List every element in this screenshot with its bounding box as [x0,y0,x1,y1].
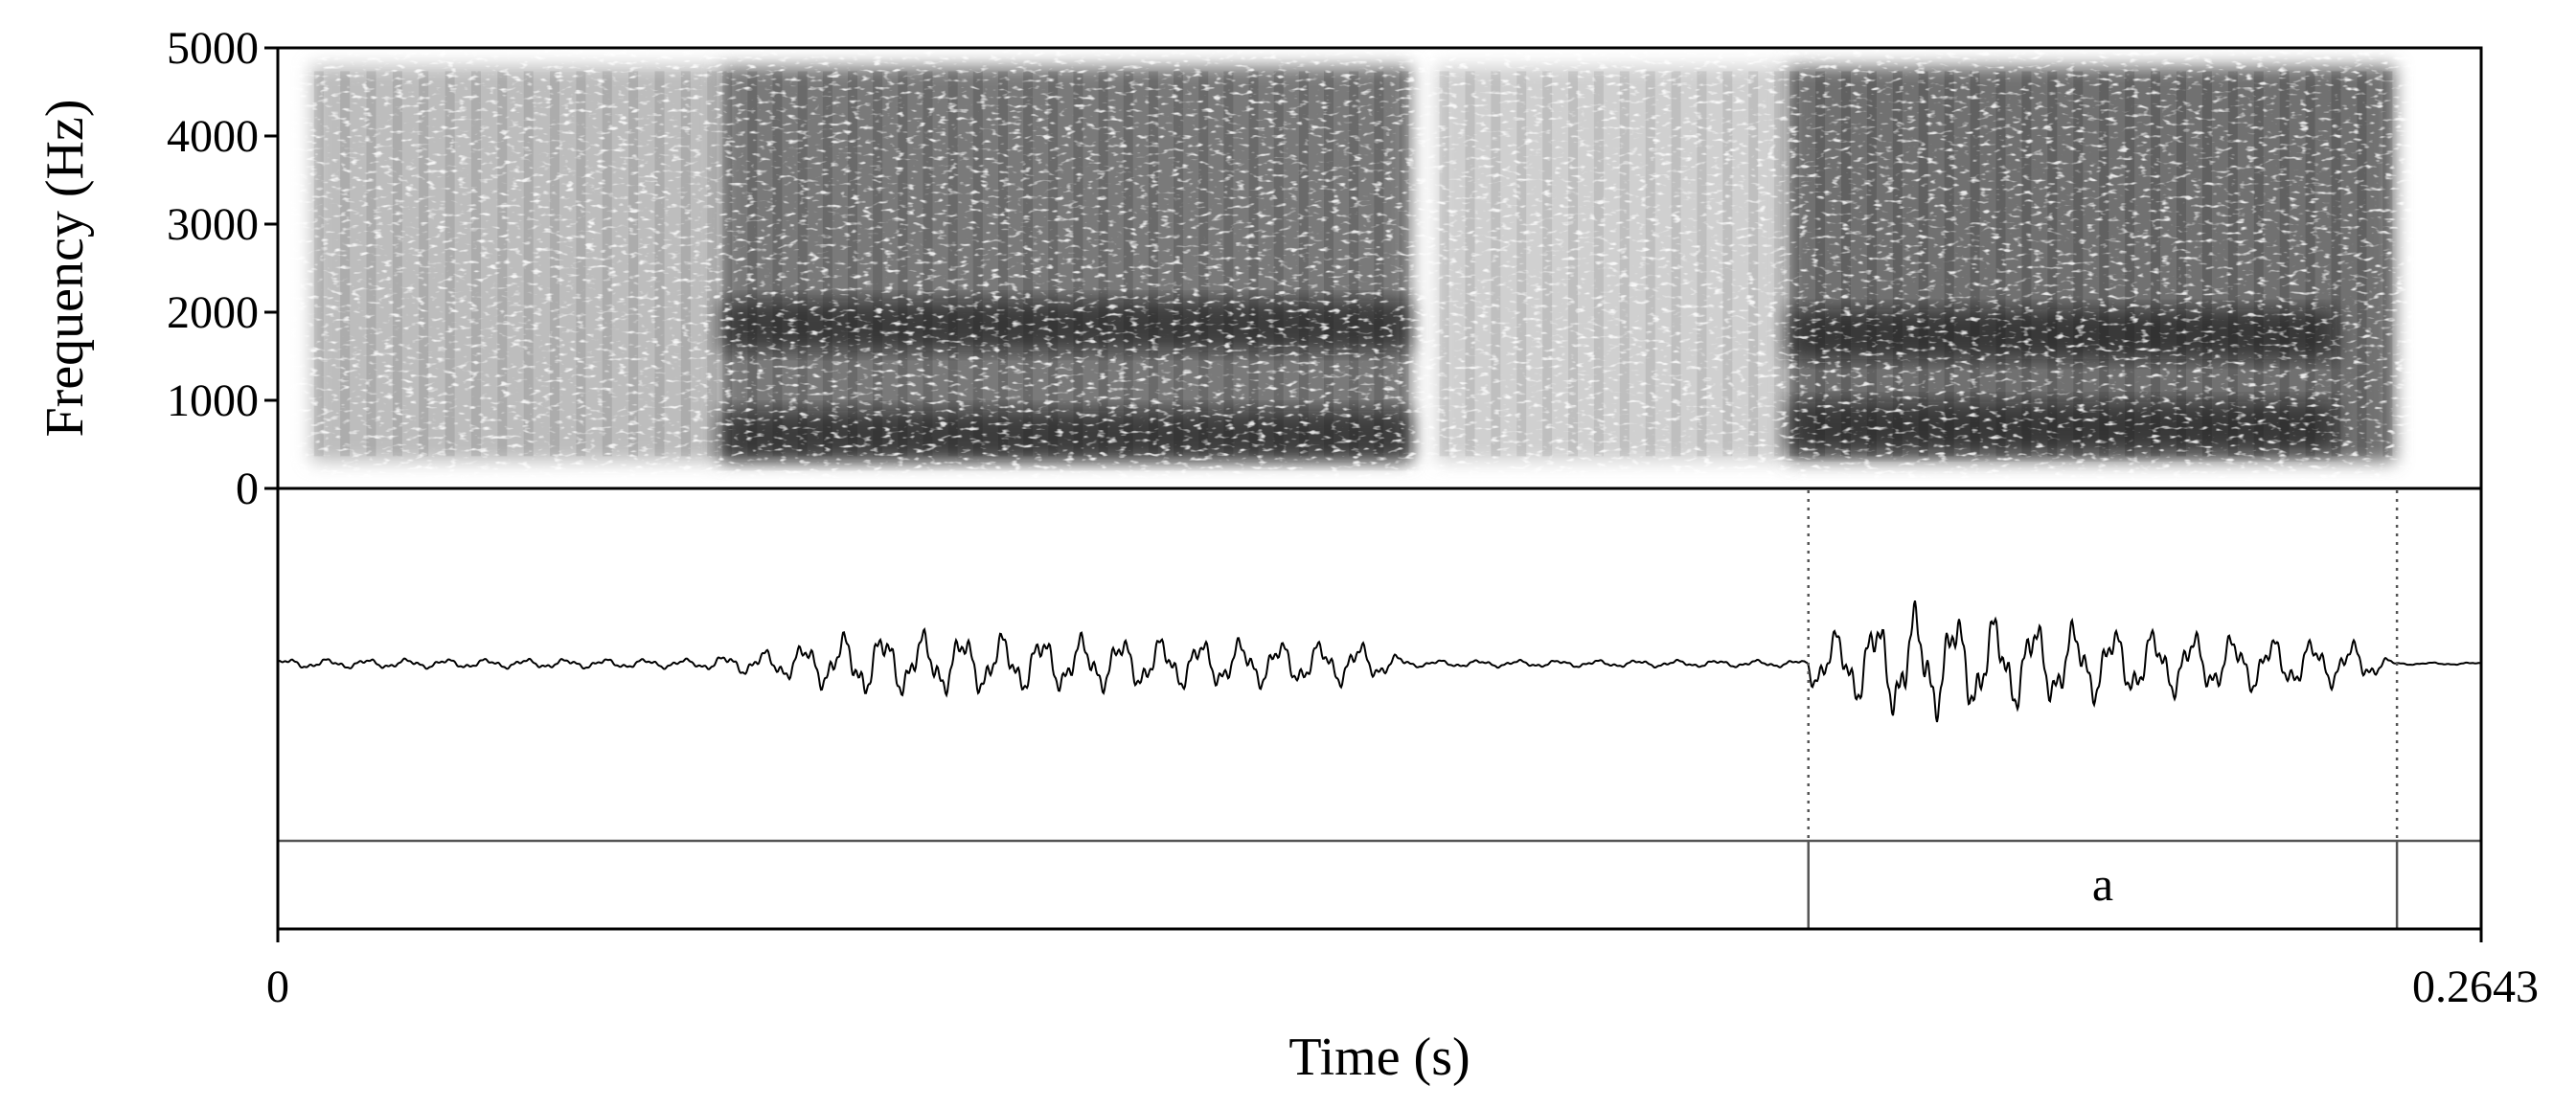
time-end-label: 0.2643 [2412,962,2539,1012]
y-tick-label-4000: 4000 [167,111,259,162]
frequency-axis: 0 1000 2000 3000 4000 5000 [167,23,278,514]
spectrogram-image [278,48,2481,488]
tier-interval-label: a [2092,857,2113,911]
y-tick-label-2000: 2000 [167,287,259,338]
tier-labels: a [2092,857,2113,911]
lower-panel-frame [276,487,2483,931]
y-tick-label-3000: 3000 [167,199,259,250]
y-tick-label-0: 0 [236,464,259,514]
waveform-panel [278,600,2481,723]
waveform-trace [278,600,2481,723]
x-axis-title: Time (s) [1288,1028,1470,1087]
spectrogram-panel: 0 1000 2000 3000 4000 5000 Frequency (Hz) [35,23,2483,514]
y-axis-title: Frequency (Hz) [35,100,95,438]
boundary-lines [1807,490,2399,929]
time-start-label: 0 [266,962,289,1012]
tier-box [276,839,2483,931]
y-tick-label-5000: 5000 [167,23,259,74]
annotation-tier: a [276,490,2483,931]
y-tick-label-1000: 1000 [167,375,259,426]
time-axis: 0 0.2643 Time (s) [266,929,2539,1087]
spectrogram-speckle [278,48,2481,488]
